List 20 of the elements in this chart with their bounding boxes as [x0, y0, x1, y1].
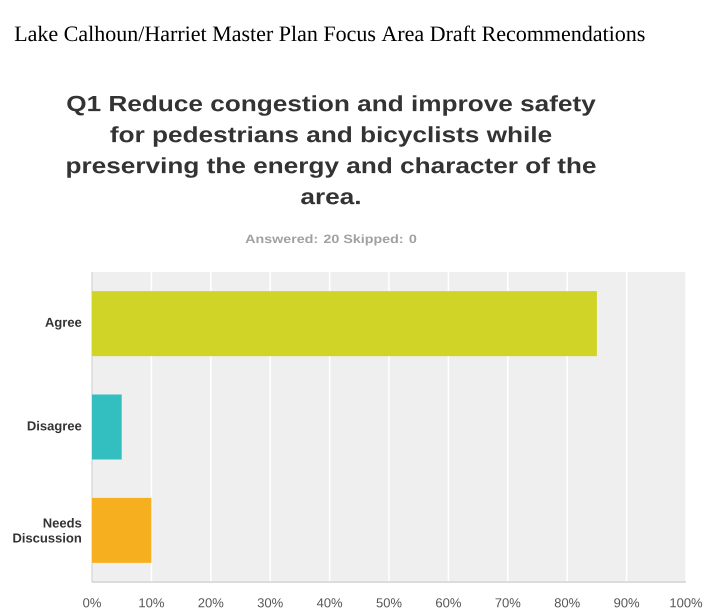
y-tick-label: Agree [45, 318, 82, 330]
text: Lake Calhoun/Harriet Master Plan Focus Area Draft Recommendations [14, 26, 645, 42]
bar [92, 291, 597, 356]
x-tick-label: 0% [83, 598, 101, 608]
x-tick-label: 50% [376, 598, 402, 608]
x-tick-label: 40% [316, 598, 342, 608]
x-tick-label: 70% [495, 598, 520, 608]
x-tick-label: 10% [139, 598, 164, 608]
x-tick-label: 80% [554, 598, 580, 608]
chart-subtitle: Answered: 20 Skipped: 0 [246, 234, 416, 246]
y-tick-label: Needs Discussion [13, 518, 82, 543]
x-tick-label: 100% [670, 598, 702, 608]
x-tick-label: 30% [258, 598, 283, 608]
x-tick-label: 90% [614, 598, 640, 608]
x-tick-label: 20% [198, 598, 224, 608]
x-tick-label: 60% [436, 598, 461, 608]
chart-title: Q1 Reduce congestion and improve safety for pedestrians and bicyclists while preserving the energy and character of the area. [67, 95, 596, 204]
y-tick-label: Disagree [28, 420, 82, 434]
bar [92, 498, 152, 563]
bar [92, 394, 122, 460]
